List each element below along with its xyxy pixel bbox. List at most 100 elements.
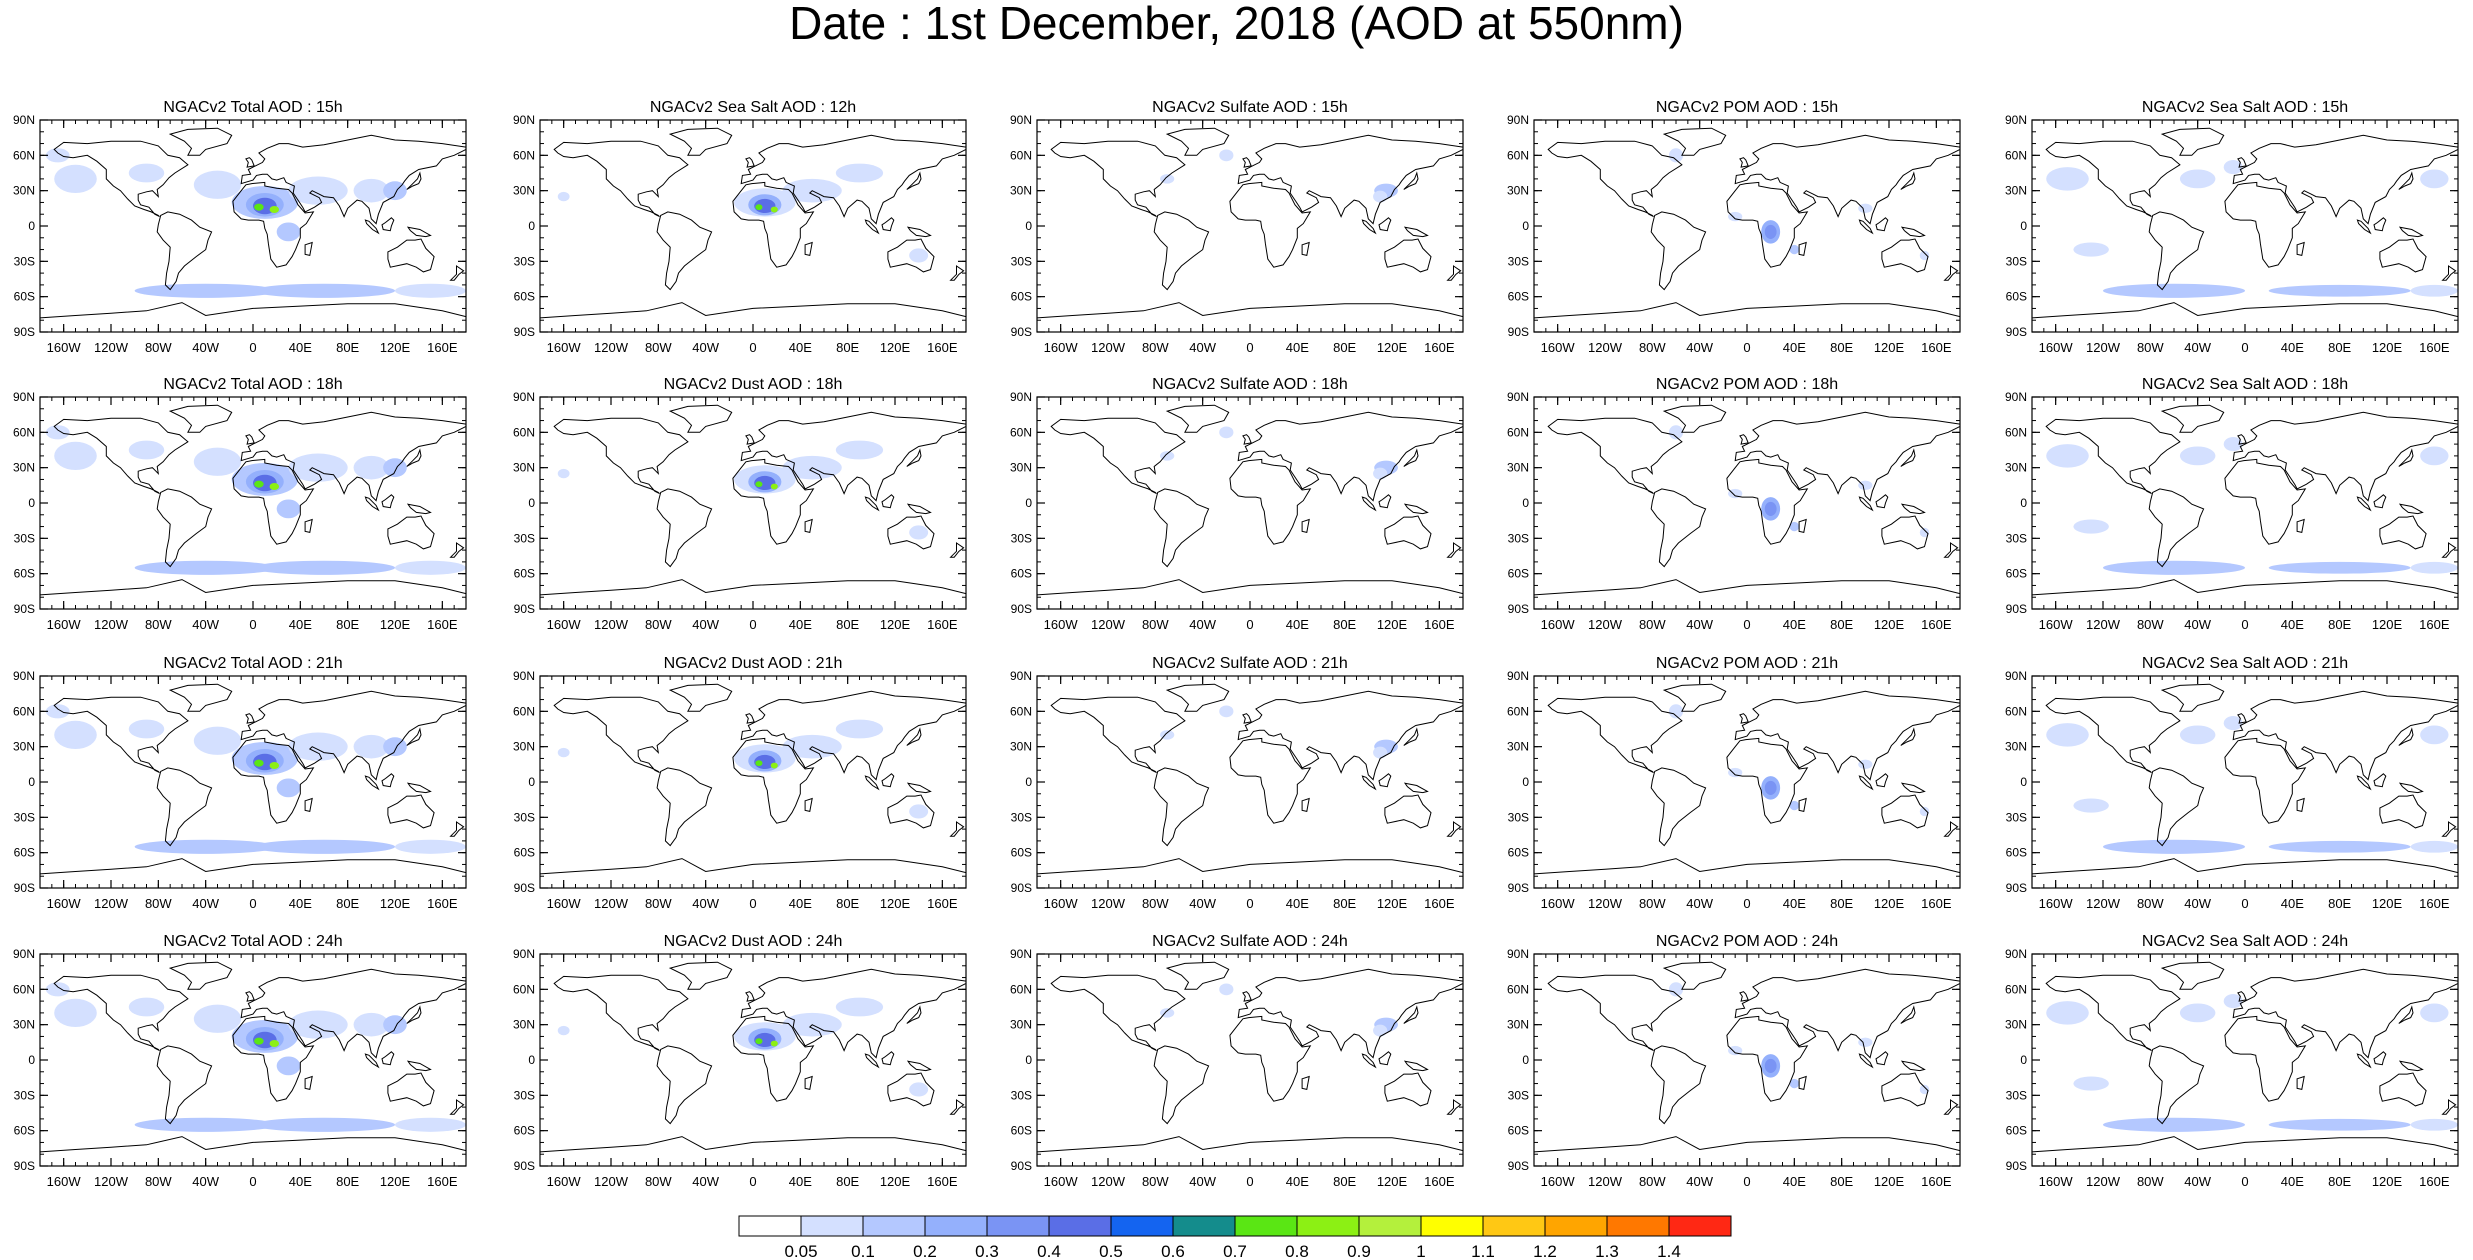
lon-tick-label: 80W: [2137, 1174, 2164, 1189]
coastline-eurasia: [740, 690, 966, 781]
coastline-antarctica: [1037, 302, 1463, 319]
lon-tick-label: 80W: [2137, 617, 2164, 632]
lon-tick-label: 120W: [94, 340, 129, 355]
coastline-new-guinea: [1900, 503, 1926, 515]
coastline-new-guinea: [906, 782, 932, 794]
coastline-africa: [2224, 1015, 2307, 1102]
aod-shading: [288, 176, 348, 205]
lat-tick-label: 90N: [1507, 669, 1529, 683]
lon-tick-label: 80W: [1142, 340, 1169, 355]
lat-tick-label: 30N: [513, 1018, 535, 1032]
coastline-antarctica: [1534, 579, 1960, 596]
coastline-borneo: [1378, 217, 1392, 232]
coastline-borneo: [881, 773, 895, 788]
coastline-antarctica: [2032, 302, 2458, 319]
coastline-australia: [2379, 515, 2427, 550]
map-plot-area: [1534, 676, 1960, 888]
lon-tick-label: 40E: [2281, 617, 2304, 632]
aod-shading: [2103, 560, 2245, 575]
coastline-africa: [232, 458, 315, 545]
lat-tick-label: 90S: [1508, 325, 1529, 339]
lat-tick-label: 90S: [14, 602, 35, 616]
map-background: [40, 120, 466, 332]
aod-shading: [2223, 994, 2243, 1009]
coastline-borneo: [1378, 494, 1392, 509]
lon-tick-label: 0: [749, 1174, 756, 1189]
lon-tick-label: 120E: [2372, 340, 2403, 355]
coastline-greenland: [668, 961, 733, 990]
lat-tick-label: 0: [1522, 219, 1529, 233]
lon-tick-label: 40E: [1286, 896, 1309, 911]
lon-tick-label: 120W: [94, 617, 129, 632]
coastline-eurasia: [1237, 134, 1463, 225]
aod-shading: [288, 1010, 348, 1039]
map-plot-area: [540, 954, 966, 1166]
coastline-uk: [1739, 434, 1749, 445]
coastline-greenland: [2160, 404, 2225, 433]
coastline-antarctica: [2032, 579, 2458, 596]
coastline-uk: [2237, 991, 2247, 1002]
coastline-new-guinea: [406, 503, 432, 515]
map-panel: NGACv2 Total AOD : 15h 90N 60N 30N 0 30S 60S 90…: [13, 99, 467, 355]
lon-tick-label: 160E: [427, 1174, 458, 1189]
lat-tick-label: 60N: [513, 148, 535, 162]
coastline-uk: [1739, 713, 1749, 724]
map-background: [1037, 120, 1463, 332]
aod-shading: [134, 560, 277, 575]
coastline-new-zealand: [1446, 1099, 1462, 1115]
aod-shading: [134, 283, 277, 298]
coastline-eurasia: [2232, 411, 2458, 502]
coastline-greenland: [1165, 127, 1230, 156]
coastline-japan: [906, 448, 922, 467]
aod-shading: [353, 1012, 390, 1037]
coastline-japan: [906, 171, 922, 190]
coastline-borneo: [381, 217, 395, 232]
lon-tick-label: 80E: [1333, 896, 1356, 911]
lat-tick-label: 60N: [1010, 148, 1032, 162]
coastline-borneo: [1875, 217, 1889, 232]
coastline-greenland: [2160, 127, 2225, 156]
coastline-new-zealand: [2441, 542, 2457, 558]
aod-shading: [2223, 716, 2243, 731]
aod-shading: [269, 205, 280, 214]
coastline-japan: [406, 448, 422, 467]
lon-tick-label: 40E: [289, 1174, 312, 1189]
coastline-new-guinea: [1900, 1060, 1926, 1072]
coastline-new-zealand: [1446, 265, 1462, 281]
coastline-africa: [1726, 458, 1809, 545]
coastline-madagascar: [1798, 797, 1807, 813]
lon-tick-label: 160E: [427, 896, 458, 911]
coastline-sumatra: [2356, 219, 2372, 235]
coastline-africa: [2224, 181, 2307, 268]
coastline-new-guinea: [406, 1060, 432, 1072]
lon-tick-label: 80E: [2328, 617, 2351, 632]
lon-tick-label: 40W: [692, 340, 719, 355]
lon-tick-label: 120E: [880, 340, 911, 355]
lon-tick-label: 160W: [547, 896, 582, 911]
aod-shading: [45, 425, 70, 440]
map-panel: NGACv2 Sulfate AOD : 21h 90N 60N 30N 0 30S 60S…: [1010, 655, 1464, 911]
coastline-new-guinea: [1403, 226, 1429, 238]
colorbar-swatch: [1544, 1215, 1608, 1237]
lon-tick-label: 40E: [789, 340, 812, 355]
coastline-madagascar: [1798, 1075, 1807, 1091]
aod-shading: [254, 480, 264, 488]
coastline-antarctica: [1534, 302, 1960, 319]
lon-tick-label: 120E: [880, 896, 911, 911]
coastline-south-america: [2148, 1045, 2205, 1125]
lat-tick-label: 0: [528, 1053, 535, 1067]
lon-tick-label: 40W: [1189, 617, 1216, 632]
lon-tick-label: 0: [2241, 340, 2248, 355]
lon-tick-label: 0: [1246, 340, 1253, 355]
coastline-japan: [406, 171, 422, 190]
lat-tick-label: 30S: [1011, 810, 1032, 824]
aod-shading: [2420, 725, 2449, 745]
lon-tick-label: 120W: [1091, 1174, 1126, 1189]
lon-tick-label: 160E: [927, 617, 958, 632]
colorbar-swatch: [1234, 1215, 1298, 1237]
coastline-eurasia: [2232, 968, 2458, 1059]
lon-tick-label: 40W: [1686, 340, 1713, 355]
aod-shading: [1668, 148, 1684, 163]
lat-tick-label: 90N: [513, 113, 535, 127]
aod-shading: [269, 1039, 280, 1048]
